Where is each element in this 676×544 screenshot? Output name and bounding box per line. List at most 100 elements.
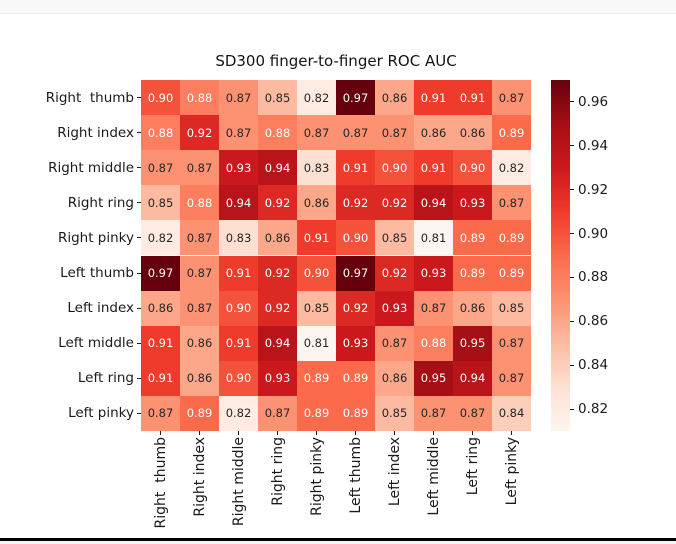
cell-value: 0.87	[381, 336, 408, 351]
heatmap-cell: 0.83	[297, 150, 336, 186]
heatmap-cell: 0.88	[180, 185, 219, 221]
heatmap-cell: 0.88	[180, 80, 219, 116]
heatmap-cell: 0.87	[492, 80, 531, 116]
cell-value: 0.92	[342, 301, 369, 316]
cell-value: 0.87	[264, 406, 291, 421]
cell-value: 0.91	[459, 90, 486, 105]
heatmap-cell: 0.89	[492, 115, 531, 151]
cell-value: 0.92	[264, 301, 291, 316]
cell-value: 0.93	[459, 195, 486, 210]
heatmap-cell: 0.85	[375, 395, 414, 431]
cell-value: 0.86	[186, 371, 213, 386]
heatmap-cell: 0.90	[453, 150, 492, 186]
cell-value: 0.85	[303, 301, 330, 316]
cell-value: 0.88	[186, 195, 213, 210]
heatmap-cell: 0.90	[219, 360, 258, 396]
cell-value: 0.91	[147, 336, 174, 351]
heatmap-cell: 0.94	[258, 325, 297, 361]
heatmap-cell: 0.93	[219, 150, 258, 186]
cell-value: 0.87	[498, 371, 525, 386]
heatmap-cell: 0.97	[336, 80, 375, 116]
heatmap-cell: 0.93	[375, 290, 414, 326]
heatmap-cell: 0.86	[453, 115, 492, 151]
window-top-edge	[0, 0, 676, 14]
heatmap-cell: 0.95	[414, 360, 453, 396]
cell-value: 0.87	[225, 90, 252, 105]
cell-value: 0.87	[303, 125, 330, 140]
cell-value: 0.91	[225, 266, 252, 281]
cell-value: 0.89	[498, 266, 525, 281]
y-tick-mark	[137, 167, 141, 169]
heatmap-cell: 0.92	[180, 115, 219, 151]
colorbar-tick-mark	[570, 408, 574, 410]
cell-value: 0.87	[225, 125, 252, 140]
heatmap-cell: 0.87	[180, 290, 219, 326]
x-tick-mark	[394, 431, 395, 435]
x-tick-mark	[433, 431, 434, 435]
y-tick-mark	[137, 342, 141, 344]
cell-value: 0.87	[459, 406, 486, 421]
heatmap-cell: 0.82	[492, 150, 531, 186]
heatmap-cell: 0.87	[219, 115, 258, 151]
heatmap-cell: 0.94	[258, 150, 297, 186]
cell-value: 0.97	[147, 266, 174, 281]
y-axis-label: Left pinky	[68, 405, 134, 422]
heatmap-cell: 0.87	[297, 115, 336, 151]
colorbar-tick-mark	[570, 233, 574, 235]
heatmap-cell: 0.82	[297, 80, 336, 116]
window-bottom-edge	[0, 538, 676, 541]
cell-value: 0.92	[342, 195, 369, 210]
cell-value: 0.94	[459, 371, 486, 386]
cell-value: 0.83	[225, 230, 252, 245]
x-tick-mark	[472, 431, 473, 435]
heatmap-cell: 0.87	[414, 290, 453, 326]
y-tick-mark	[137, 97, 141, 99]
cell-value: 0.93	[225, 160, 252, 175]
heatmap-cell: 0.86	[180, 360, 219, 396]
colorbar-tick-label: 0.82	[578, 401, 609, 418]
heatmap-cell: 0.90	[375, 150, 414, 186]
heatmap-cell: 0.87	[180, 220, 219, 256]
cell-value: 0.87	[186, 160, 213, 175]
heatmap-cell: 0.92	[375, 255, 414, 291]
heatmap-cell: 0.91	[219, 325, 258, 361]
colorbar-tick-mark	[570, 320, 574, 322]
heatmap-cell: 0.89	[336, 395, 375, 431]
cell-value: 0.93	[342, 336, 369, 351]
heatmap-cell: 0.88	[414, 325, 453, 361]
heatmap-cell: 0.93	[336, 325, 375, 361]
cell-value: 0.82	[303, 90, 330, 105]
heatmap-cell: 0.89	[492, 220, 531, 256]
heatmap-cell: 0.87	[219, 80, 258, 116]
cell-value: 0.87	[420, 406, 447, 421]
heatmap-cell: 0.87	[492, 185, 531, 221]
heatmap-cell: 0.97	[141, 255, 180, 291]
heatmap-cell: 0.87	[414, 395, 453, 431]
heatmap-cell: 0.87	[180, 255, 219, 291]
y-axis-label: Left middle	[58, 335, 134, 352]
heatmap-cell: 0.86	[180, 325, 219, 361]
y-axis-label: Right ring	[67, 194, 134, 211]
y-tick-mark	[137, 377, 141, 379]
cell-value: 0.92	[381, 195, 408, 210]
chart-title: SD300 finger-to-finger ROC AUC	[215, 52, 457, 70]
cell-value: 0.93	[264, 371, 291, 386]
cell-value: 0.90	[342, 230, 369, 245]
cell-value: 0.87	[381, 125, 408, 140]
heatmap-cell: 0.89	[336, 360, 375, 396]
heatmap-cell: 0.85	[258, 80, 297, 116]
cell-value: 0.87	[147, 406, 174, 421]
x-axis-label: Right pinky	[308, 437, 325, 516]
heatmap: 0.90 0.88 0.87 0.85 0.82 0.97 0.86 0.91 0.91 0.87…	[141, 80, 531, 431]
cell-value: 0.85	[498, 301, 525, 316]
heatmap-cell: 0.91	[141, 325, 180, 361]
x-tick-mark	[238, 431, 239, 435]
cell-value: 0.86	[420, 125, 447, 140]
cell-value: 0.82	[225, 406, 252, 421]
colorbar-tick-label: 0.90	[578, 225, 609, 242]
x-axis-label: Right middle	[230, 437, 247, 527]
cell-value: 0.86	[186, 336, 213, 351]
cell-value: 0.87	[147, 160, 174, 175]
colorbar-tick-mark	[570, 364, 574, 366]
